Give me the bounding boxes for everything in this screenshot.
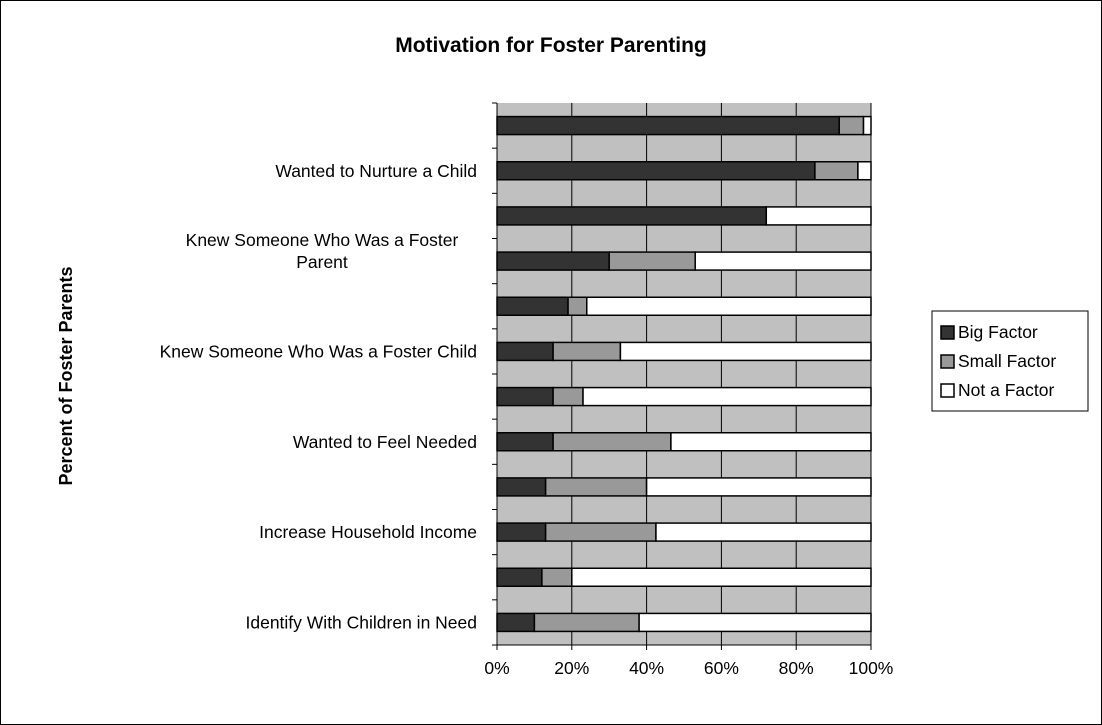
x-tick-label: 40% xyxy=(629,658,664,678)
bar-segment xyxy=(645,477,872,497)
bar-segment xyxy=(533,612,640,633)
bar-segment xyxy=(571,567,872,587)
bar-segment xyxy=(496,296,569,316)
bar-segment xyxy=(586,296,872,316)
chart-title: Motivation for Foster Parenting xyxy=(395,34,707,57)
bar-segment xyxy=(552,432,672,452)
y-tick-label: Identify With Children in Need xyxy=(246,612,478,632)
bar-segment xyxy=(694,251,872,271)
bar-segment xyxy=(619,341,872,362)
bar-segment xyxy=(496,386,554,407)
bar-segment xyxy=(655,522,872,542)
legend-box xyxy=(931,310,1089,412)
bar-segment xyxy=(862,115,872,136)
bar-segment xyxy=(496,612,536,633)
y-tick-label: Knew Someone Who Was a Foster Child xyxy=(160,341,477,361)
bar-segment xyxy=(582,386,872,407)
bar-segment xyxy=(544,522,657,542)
y-axis-label: Percent of Foster Parents xyxy=(56,266,76,485)
bar-segment xyxy=(496,567,543,587)
plot-area: 0% 20% 40% 60% 80% 100% Wanted to Nurture a Ch… xyxy=(160,102,894,678)
x-tick-label: 100% xyxy=(849,658,894,678)
bar-segment xyxy=(496,522,547,542)
bar-segment xyxy=(496,206,768,226)
y-tick-label: Increase Household Income xyxy=(259,522,477,542)
bar-segment xyxy=(838,115,865,136)
x-tick-label: 80% xyxy=(779,658,814,678)
bar-segment xyxy=(496,115,840,136)
legend-swatch xyxy=(940,354,955,369)
bar-segment xyxy=(496,432,554,452)
y-tick-label: Knew Someone Who Was a Foster Parent xyxy=(186,230,459,272)
bar-segment xyxy=(544,477,648,497)
bar-segment xyxy=(496,341,554,362)
legend-swatch xyxy=(940,383,955,398)
bar-segment xyxy=(567,296,588,316)
legend-label: Big Factor xyxy=(958,322,1038,342)
x-tick-label: 60% xyxy=(704,658,739,678)
bar-segment xyxy=(496,251,610,271)
legend: Big Factor Small Factor Not a Factor xyxy=(931,310,1089,412)
y-tick-label: Wanted to Nurture a Child xyxy=(275,161,477,181)
legend-label: Small Factor xyxy=(958,351,1056,371)
y-tick-label-line: Parent xyxy=(296,252,348,272)
bar-segment xyxy=(765,206,872,226)
legend-swatch xyxy=(940,325,955,340)
plot-background xyxy=(497,103,871,645)
bar-segment xyxy=(552,386,584,407)
bar-segment xyxy=(608,251,696,271)
bar-segment xyxy=(496,161,816,181)
bar-segment xyxy=(552,341,622,362)
bar-segment xyxy=(638,612,872,633)
legend-label: Not a Factor xyxy=(958,380,1054,400)
bar-segment xyxy=(814,161,859,181)
y-tick-label-line: Knew Someone Who Was a Foster xyxy=(186,230,459,250)
bar-segment xyxy=(496,477,547,497)
bar-segment xyxy=(670,432,872,452)
x-tick-label: 20% xyxy=(554,658,589,678)
bar-segment xyxy=(857,161,872,181)
x-tick-label: 0% xyxy=(484,658,509,678)
bar-segment xyxy=(541,567,573,587)
y-tick-label: Wanted to Feel Needed xyxy=(293,432,477,452)
